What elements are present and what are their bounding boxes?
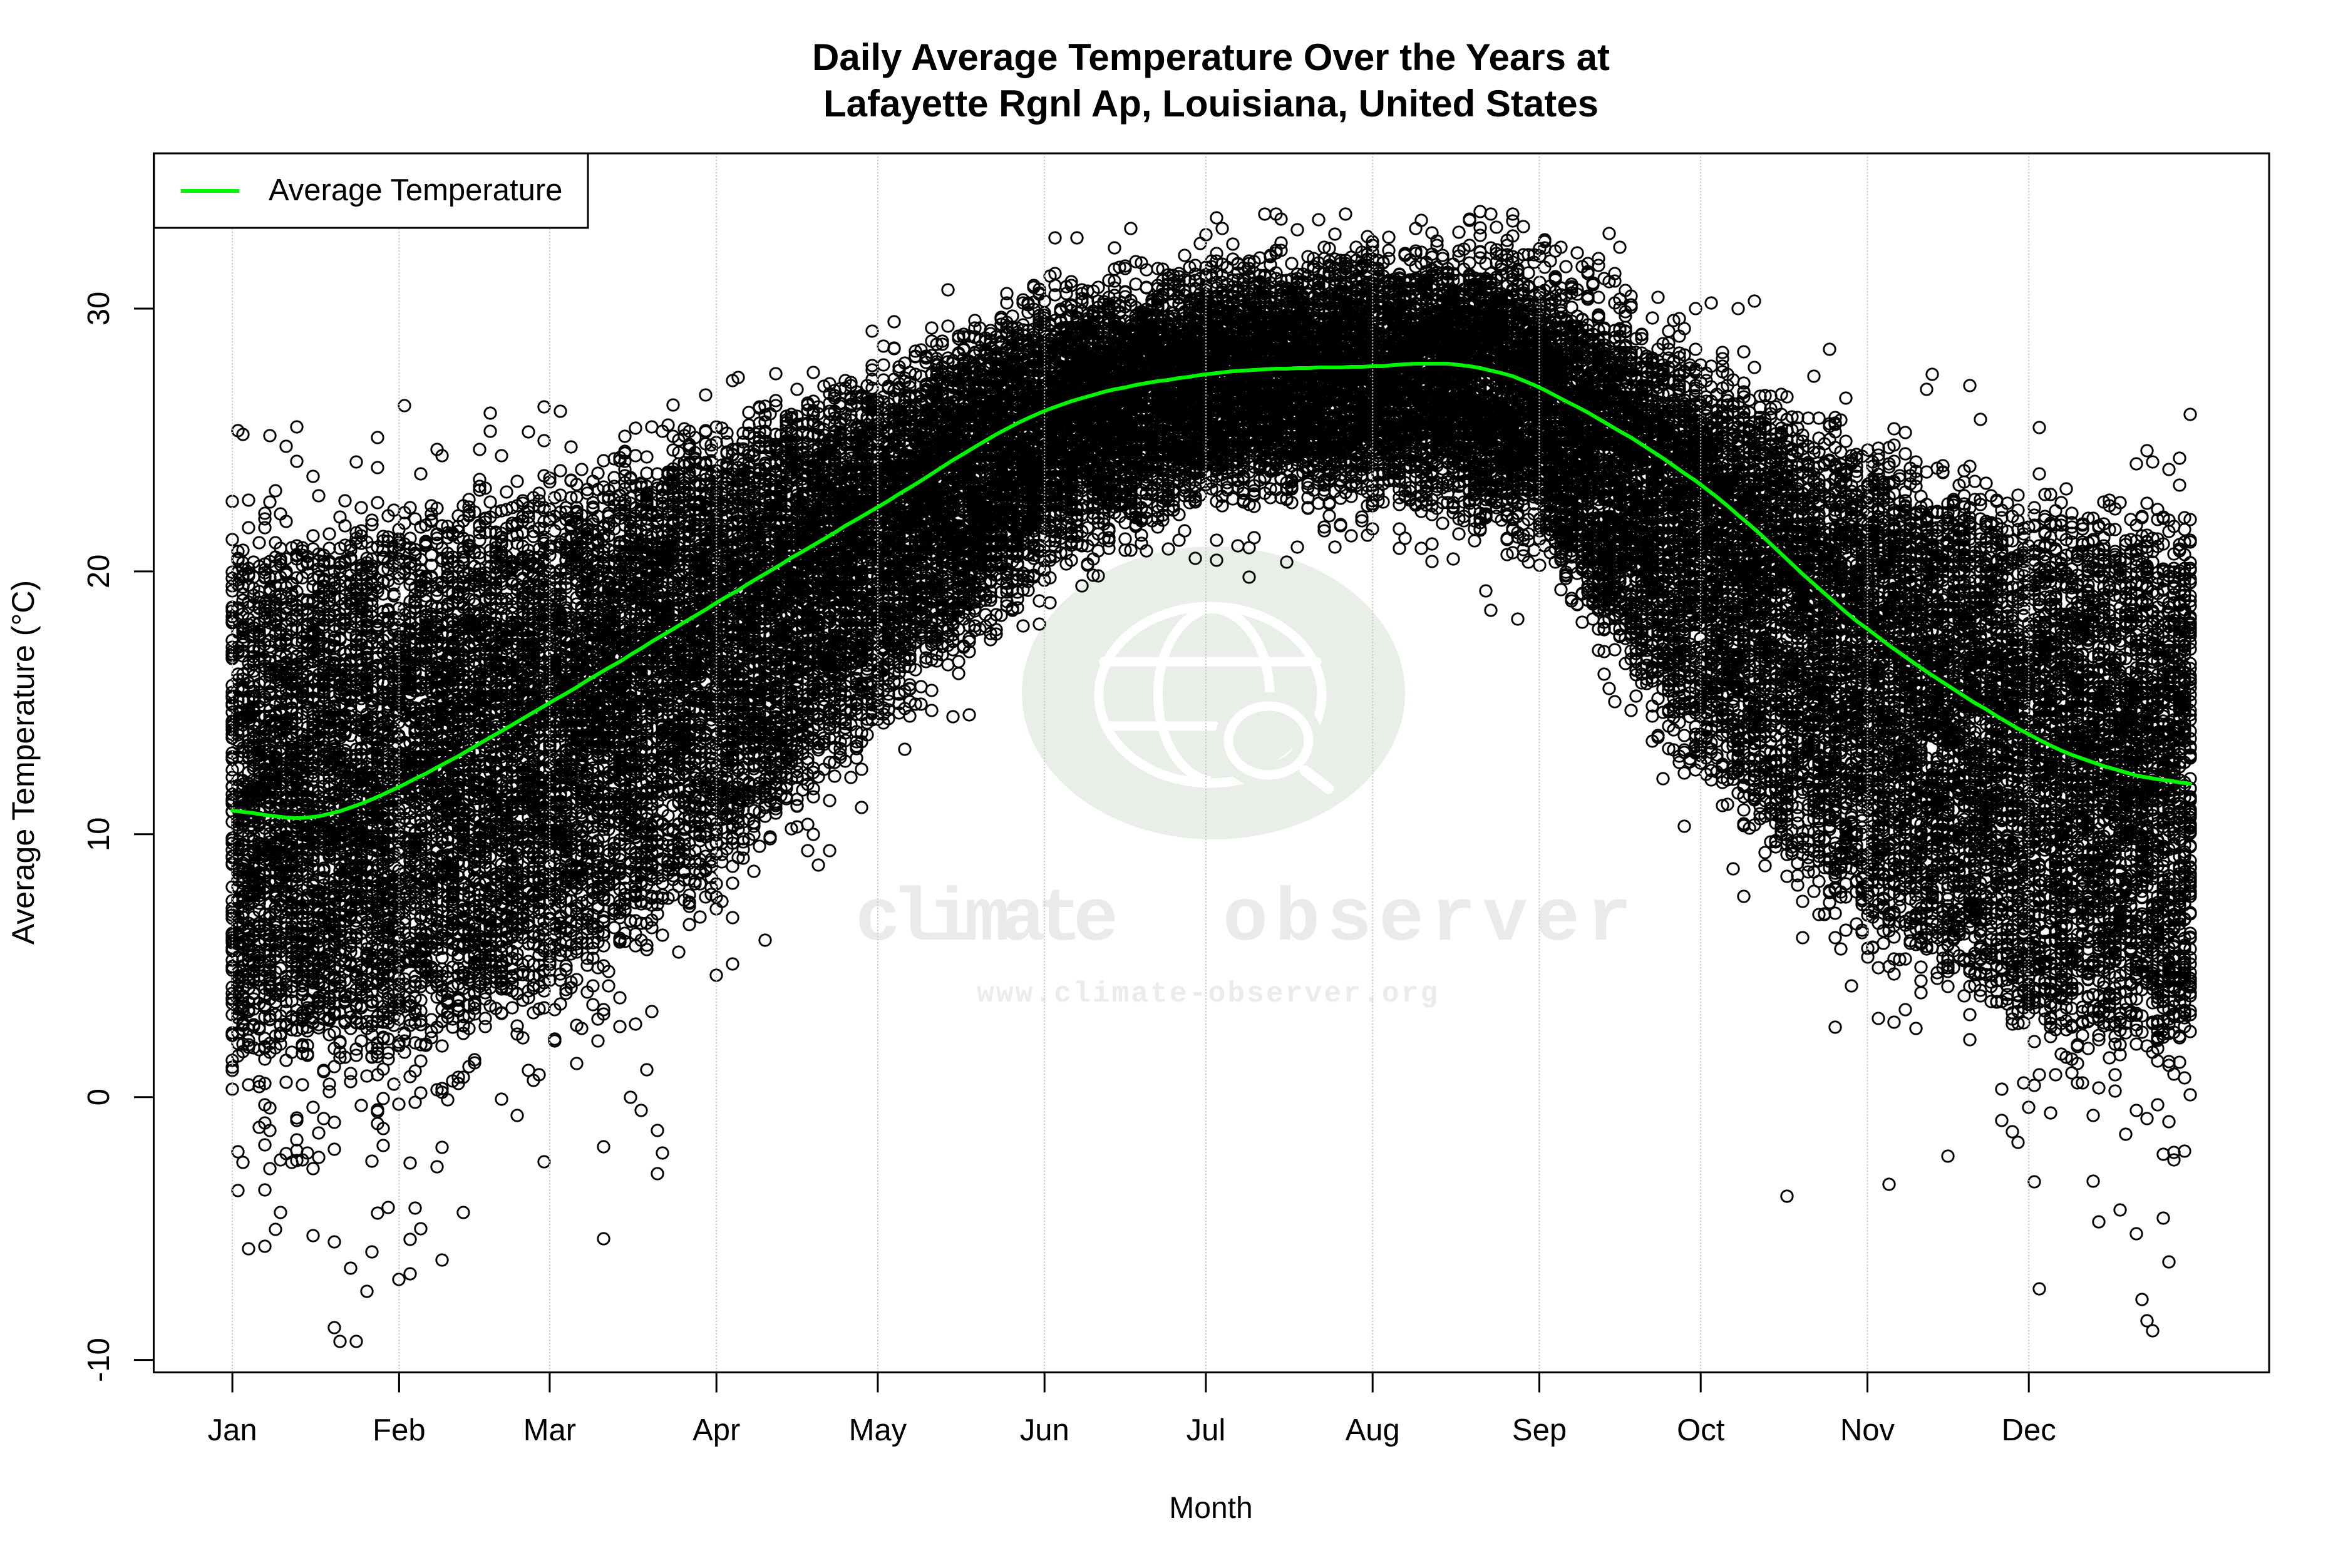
svg-text:Average Temperature (°C): Average Temperature (°C) bbox=[6, 580, 41, 945]
svg-text:Aug: Aug bbox=[1346, 1413, 1400, 1447]
svg-text:Jul: Jul bbox=[1187, 1413, 1226, 1447]
svg-text:May: May bbox=[849, 1413, 907, 1447]
svg-text:Nov: Nov bbox=[1840, 1413, 1895, 1447]
svg-text:Daily Average Temperature Over: Daily Average Temperature Over the Years… bbox=[812, 36, 1610, 78]
svg-text:Dec: Dec bbox=[2002, 1413, 2056, 1447]
svg-text:Jan: Jan bbox=[208, 1413, 257, 1447]
svg-text:Jun: Jun bbox=[1020, 1413, 1069, 1447]
svg-text:Month: Month bbox=[1169, 1492, 1252, 1525]
svg-text:Feb: Feb bbox=[373, 1413, 425, 1447]
svg-text:climate: climate bbox=[855, 878, 1115, 963]
svg-text:30: 30 bbox=[82, 292, 116, 326]
svg-text:Mar: Mar bbox=[523, 1413, 576, 1447]
svg-text:20: 20 bbox=[82, 555, 116, 589]
svg-text:Lafayette Rgnl Ap, Louisiana,: Lafayette Rgnl Ap, Louisiana, United Sta… bbox=[823, 83, 1599, 125]
svg-text:Sep: Sep bbox=[1512, 1413, 1567, 1447]
svg-text:observer: observer bbox=[1223, 878, 1639, 963]
svg-text:10: 10 bbox=[82, 817, 116, 852]
svg-text:0: 0 bbox=[82, 1089, 116, 1105]
svg-text:Oct: Oct bbox=[1677, 1413, 1725, 1447]
svg-text:Average Temperature: Average Temperature bbox=[269, 173, 562, 207]
svg-text:-10: -10 bbox=[82, 1338, 116, 1382]
svg-text:Apr: Apr bbox=[693, 1413, 740, 1447]
svg-text:www.climate-observer.org: www.climate-observer.org bbox=[977, 978, 1439, 1010]
